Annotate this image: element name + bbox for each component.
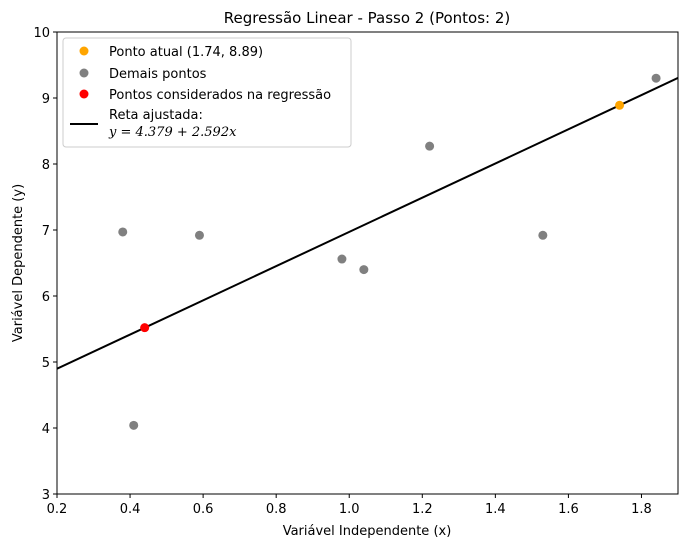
x-tick-label: 0.2: [47, 502, 68, 517]
y-tick-label: 8: [42, 158, 50, 173]
x-tick-label: 1.4: [485, 502, 506, 517]
x-tick-label: 0.6: [193, 502, 214, 517]
fit-line: [57, 77, 678, 370]
x-tick-label: 1.6: [558, 502, 579, 517]
legend-marker-current-point: [79, 46, 89, 56]
regression-point: [140, 323, 150, 333]
other-point: [538, 230, 548, 240]
x-tick-label: 1.0: [339, 502, 360, 517]
legend-label-other-points: Demais pontos: [109, 67, 207, 82]
chart-title: Regressão Linear - Passo 2 (Pontos: 2): [224, 9, 511, 27]
legend-label-fit-equation: y = 4.379 + 2.592x: [108, 125, 237, 140]
legend-label-fit-line: Reta ajustada:: [109, 108, 203, 123]
y-tick-label: 10: [33, 26, 50, 41]
legend-label-regression-points: Pontos considerados na regressão: [109, 88, 331, 103]
legend: Ponto atual (1.74, 8.89) Demais pontos P…: [62, 37, 352, 148]
y-axis-label: Variável Dependente (y): [11, 184, 26, 342]
other-point: [118, 227, 128, 237]
other-point: [359, 265, 369, 275]
legend-frame: [62, 37, 352, 148]
other-point: [337, 254, 347, 264]
legend-label-current-point: Ponto atual (1.74, 8.89): [109, 45, 263, 60]
x-tick-label: 0.8: [266, 502, 287, 517]
y-tick-label: 3: [42, 488, 50, 503]
y-tick-label: 9: [42, 92, 50, 107]
other-point: [425, 141, 435, 151]
other-point: [129, 420, 139, 430]
other-point: [194, 230, 204, 240]
other-point: [651, 73, 661, 83]
y-axis: 3 4 5 6 7 8 9 10: [33, 26, 57, 503]
x-axis: 0.2 0.4 0.6 0.8 1.0 1.2 1.4 1.6 1.8: [47, 494, 652, 517]
x-tick-label: 0.4: [120, 502, 141, 517]
current-point: [615, 100, 625, 110]
x-tick-label: 1.8: [631, 502, 652, 517]
y-tick-label: 7: [42, 224, 50, 239]
x-tick-label: 1.2: [412, 502, 433, 517]
plot-frame: [56, 31, 679, 495]
plot-area: [56, 31, 679, 495]
legend-marker-other-points: [79, 68, 89, 78]
y-tick-label: 6: [42, 290, 50, 305]
y-tick-label: 5: [42, 356, 50, 371]
legend-marker-regression-points: [79, 89, 89, 99]
x-axis-label: Variável Independente (x): [283, 524, 452, 539]
y-tick-label: 4: [42, 422, 50, 437]
